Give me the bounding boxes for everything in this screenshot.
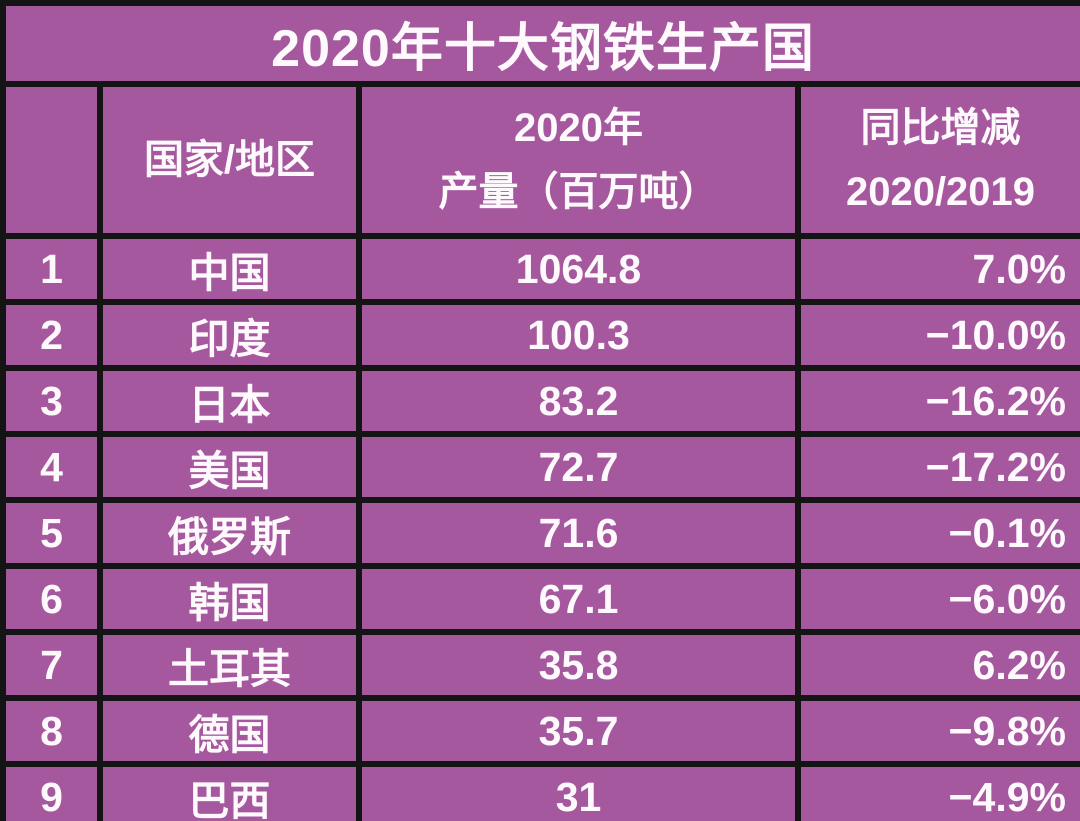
header-change-line2: 2020/2019 xyxy=(845,170,1036,214)
production-cell: 67.1 xyxy=(356,563,801,635)
header-change: 同比增减 2020/2019 xyxy=(795,81,1080,239)
table-row: 9 巴西 31 −4.9% xyxy=(0,761,1080,821)
production-cell: 71.6 xyxy=(356,497,801,569)
rank-cell: 5 xyxy=(0,497,103,569)
change-cell: −10.0% xyxy=(795,299,1080,371)
production-cell: 1064.8 xyxy=(356,233,801,305)
production-cell: 31 xyxy=(356,761,801,821)
header-production-line1: 2020年 xyxy=(514,106,643,150)
country-cell: 巴西 xyxy=(97,761,362,821)
change-cell: −4.9% xyxy=(795,761,1080,821)
change-cell: −16.2% xyxy=(795,365,1080,437)
header-production-lines: 2020年 产量（百万吨） xyxy=(365,96,792,224)
change-cell: 6.2% xyxy=(795,629,1080,701)
table-row: 1 中国 1064.8 7.0% xyxy=(0,233,1080,305)
rank-cell: 4 xyxy=(0,431,103,503)
header-country: 国家/地区 xyxy=(97,81,362,239)
rank-cell: 2 xyxy=(0,299,103,371)
change-cell: −17.2% xyxy=(795,431,1080,503)
table-row: 7 土耳其 35.8 6.2% xyxy=(0,629,1080,701)
rank-cell: 8 xyxy=(0,695,103,767)
table-row: 3 日本 83.2 −16.2% xyxy=(0,365,1080,437)
header-change-lines: 同比增减 2020/2019 xyxy=(804,96,1077,224)
production-cell: 35.8 xyxy=(356,629,801,701)
header-change-line1: 同比增减 xyxy=(860,106,1021,150)
table-row: 2 印度 100.3 −10.0% xyxy=(0,299,1080,371)
header-production-line2: 产量（百万吨） xyxy=(438,170,719,214)
change-cell: −0.1% xyxy=(795,497,1080,569)
change-cell: 7.0% xyxy=(795,233,1080,305)
country-cell: 日本 xyxy=(97,365,362,437)
rank-cell: 3 xyxy=(0,365,103,437)
production-cell: 35.7 xyxy=(356,695,801,767)
page-title: 2020年十大钢铁生产国 xyxy=(0,0,1080,87)
rank-cell: 6 xyxy=(0,563,103,635)
title-row: 2020年十大钢铁生产国 xyxy=(0,0,1080,87)
table-row: 8 德国 35.7 −9.8% xyxy=(0,695,1080,767)
rank-cell: 1 xyxy=(0,233,103,305)
country-cell: 韩国 xyxy=(97,563,362,635)
production-cell: 72.7 xyxy=(356,431,801,503)
table-row: 5 俄罗斯 71.6 −0.1% xyxy=(0,497,1080,569)
header-rank xyxy=(0,81,103,239)
table-row: 6 韩国 67.1 −6.0% xyxy=(0,563,1080,635)
country-cell: 德国 xyxy=(97,695,362,767)
country-cell: 印度 xyxy=(97,299,362,371)
change-cell: −6.0% xyxy=(795,563,1080,635)
country-cell: 俄罗斯 xyxy=(97,497,362,569)
country-cell: 土耳其 xyxy=(97,629,362,701)
country-cell: 中国 xyxy=(97,233,362,305)
production-cell: 100.3 xyxy=(356,299,801,371)
header-row: 国家/地区 2020年 产量（百万吨） 同比增减 2020/2019 xyxy=(0,81,1080,239)
header-production: 2020年 产量（百万吨） xyxy=(356,81,801,239)
production-cell: 83.2 xyxy=(356,365,801,437)
change-cell: −9.8% xyxy=(795,695,1080,767)
rank-cell: 9 xyxy=(0,761,103,821)
country-cell: 美国 xyxy=(97,431,362,503)
rank-cell: 7 xyxy=(0,629,103,701)
table-row: 4 美国 72.7 −17.2% xyxy=(0,431,1080,503)
